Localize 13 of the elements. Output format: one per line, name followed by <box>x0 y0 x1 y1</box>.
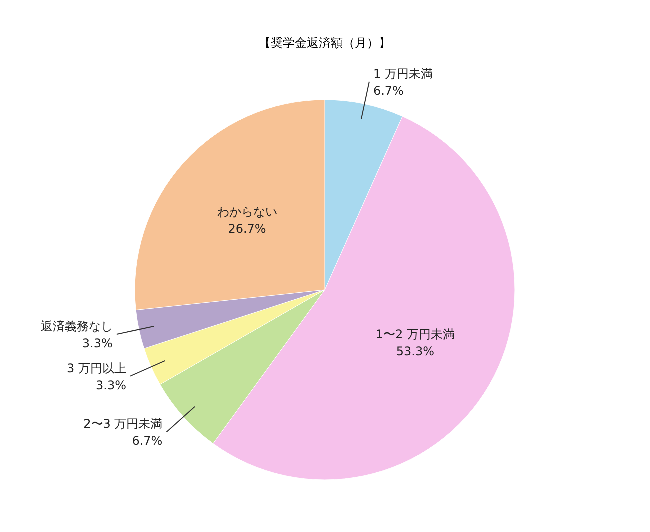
slice-label: 3 万円以上 <box>67 361 127 376</box>
slice-label: 2〜3 万円未満 <box>84 417 163 432</box>
data-label: 53.3% <box>396 344 435 358</box>
data-label: 6.7% <box>373 84 404 98</box>
data-label: 26.7% <box>228 222 266 236</box>
slice-label: 返済義務なし <box>40 319 113 334</box>
chart-title: 【奨学金返済額（月）】 <box>259 36 391 50</box>
slice-label: 1 万円未満 <box>373 66 433 81</box>
slice-label: 1〜2 万円未満 <box>376 327 455 342</box>
data-label: 3.3% <box>96 378 127 392</box>
data-label: 3.3% <box>82 336 113 350</box>
data-label: 6.7% <box>132 434 163 448</box>
slice-label: わからない <box>217 205 278 220</box>
